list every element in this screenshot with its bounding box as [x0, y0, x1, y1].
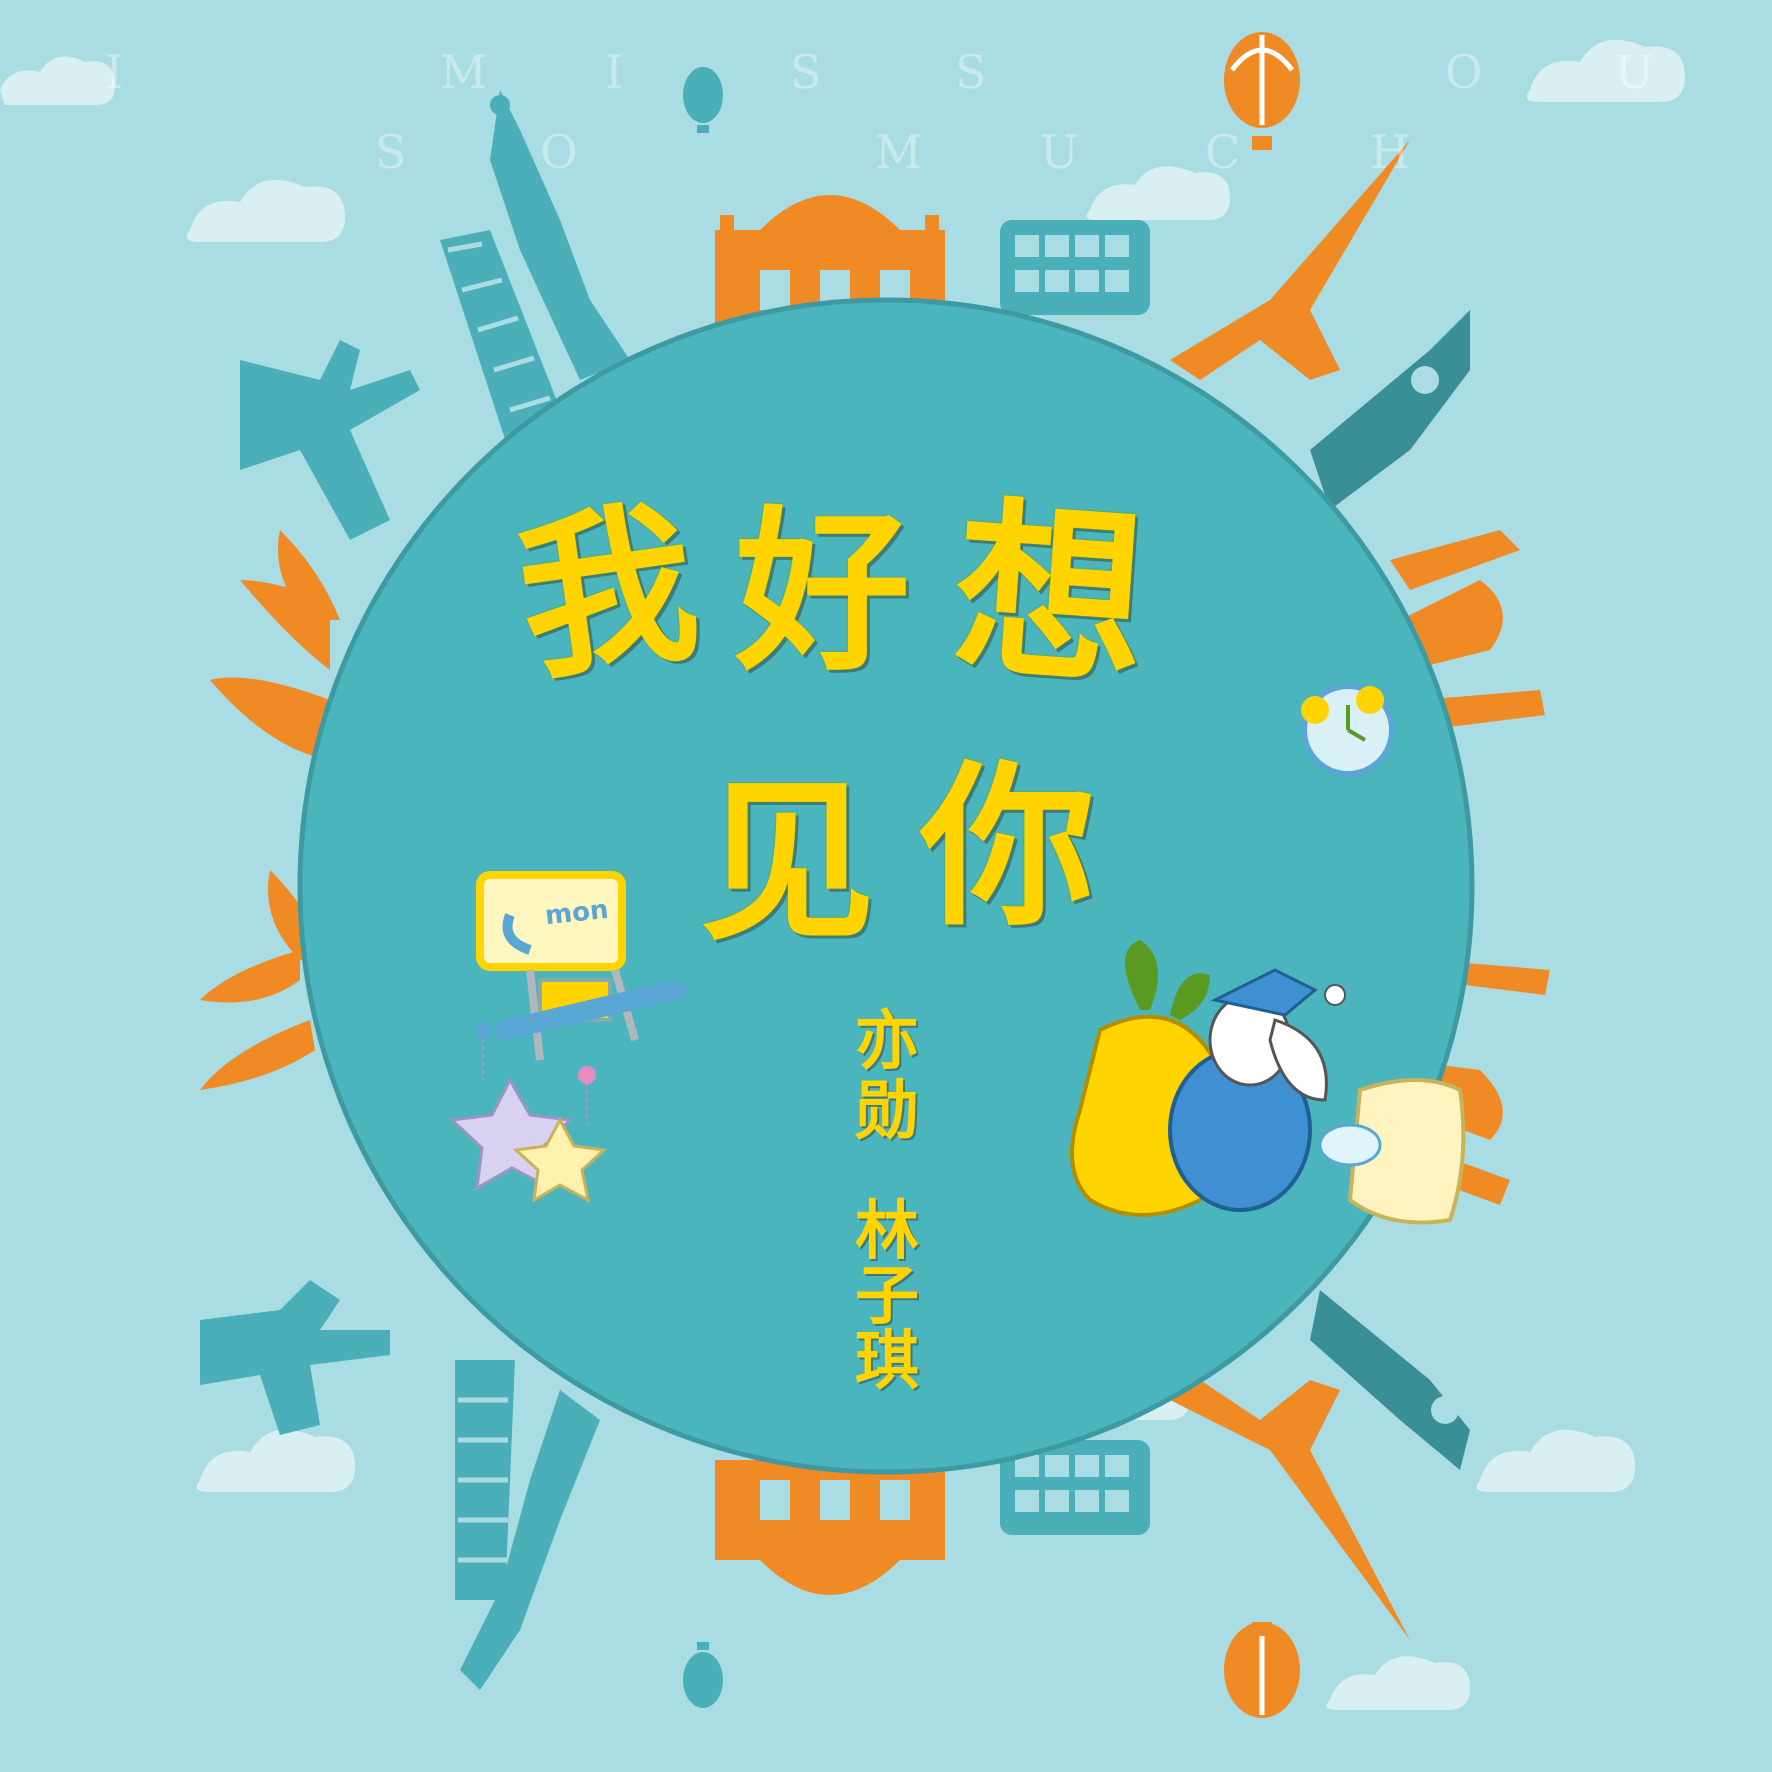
artist-name-char: 子 [855, 1259, 919, 1334]
hot-air-balloon-icon [683, 67, 723, 133]
double-decker-bus-icon [1000, 220, 1150, 315]
faint-letter: S [375, 125, 407, 179]
cloud-icon [1326, 1656, 1470, 1710]
leaning-tower-icon [455, 1360, 515, 1600]
big-ben-icon [1310, 1290, 1470, 1470]
big-ben-icon [1310, 310, 1470, 510]
faint-letter: U [1040, 125, 1079, 179]
artist-name-char: 亦 [855, 1004, 919, 1079]
title-char: 见 [700, 760, 875, 965]
hot-air-balloon-icon [1224, 1622, 1300, 1718]
faint-letter: S [955, 45, 987, 99]
cloud-icon [1526, 39, 1685, 102]
title-char: 你 [920, 745, 1095, 950]
faint-letter: H [1370, 125, 1411, 179]
hot-air-balloon-icon [1224, 32, 1300, 150]
road-sign-icon [476, 871, 685, 1061]
eiffel-tower-icon [1170, 1380, 1410, 1640]
cloud-icon [1086, 166, 1230, 220]
faint-letter: C [1205, 125, 1241, 179]
bunny-icon [1168, 968, 1346, 1212]
title-char: 好 [735, 490, 910, 695]
statue-of-liberty-icon [460, 1390, 600, 1690]
christ-redeemer-icon [200, 1280, 390, 1435]
alarm-clock-icon [1301, 683, 1395, 777]
faint-letter: S [790, 45, 822, 99]
statue-of-liberty-icon [490, 90, 630, 380]
pillow-icon [1318, 1078, 1466, 1225]
faint-letter: I [105, 45, 124, 99]
faint-letter: M [440, 45, 488, 99]
taj-mahal-icon [715, 1460, 945, 1595]
cloud-icon [0, 56, 115, 105]
cloud-icon [186, 179, 345, 242]
cloud-icon [196, 1429, 355, 1492]
taj-mahal-icon [1390, 530, 1545, 730]
double-decker-bus-icon [1000, 1440, 1150, 1535]
title-char: 我 [506, 478, 709, 707]
faint-letter: I [605, 45, 624, 99]
faint-letter: U [1615, 45, 1654, 99]
faint-letter: O [540, 125, 578, 179]
christ-redeemer-icon [240, 340, 420, 540]
faint-letter: O [1445, 45, 1483, 99]
faint-letter: M [875, 125, 923, 179]
eiffel-tower-icon [1170, 140, 1410, 380]
star-icon [512, 1066, 608, 1203]
artist-name-char: 林 [855, 1194, 919, 1269]
artist-name-char: 琪 [855, 1324, 919, 1399]
cloud-icon [1476, 1429, 1635, 1492]
artist-name-char: 勋 [855, 1074, 919, 1149]
title-char: 想 [947, 476, 1153, 713]
hot-air-balloon-icon [683, 1642, 723, 1708]
sydney-opera-house-icon [210, 530, 340, 760]
